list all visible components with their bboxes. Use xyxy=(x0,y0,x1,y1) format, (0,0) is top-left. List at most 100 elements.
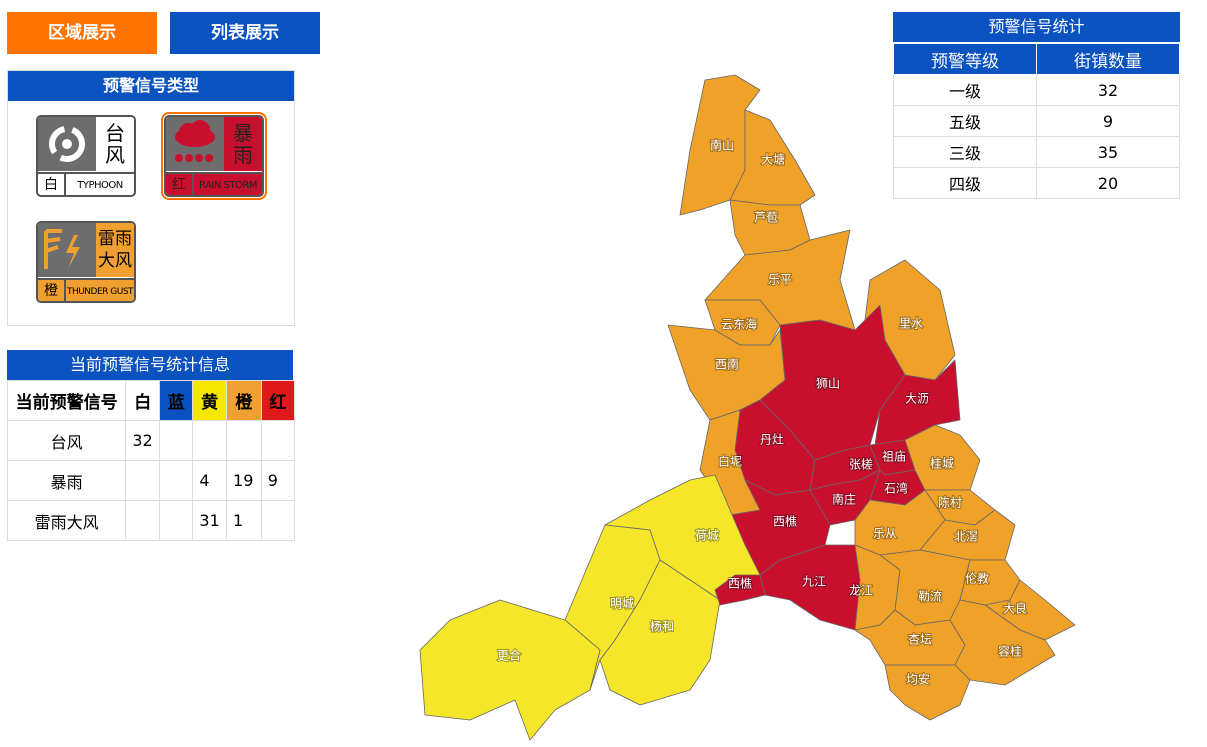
region-label: 石湾 xyxy=(884,481,908,496)
header-cell: 橙 xyxy=(226,380,262,421)
region-label: 芦苞 xyxy=(754,211,778,225)
region-label: 云东海 xyxy=(721,317,757,332)
cell xyxy=(125,460,161,501)
icon-title: 雷雨大风 xyxy=(98,229,132,271)
cell xyxy=(159,420,194,461)
region-label: 张槎 xyxy=(849,457,873,472)
cell xyxy=(192,420,228,461)
cell: 五级 xyxy=(893,105,1037,137)
cell: 台风 xyxy=(6,420,127,461)
tab[interactable]: 区域展示 xyxy=(7,12,157,54)
map-region[interactable] xyxy=(599,559,721,706)
icon-level: 红 xyxy=(166,174,194,195)
cell: 19 xyxy=(226,460,262,501)
level-stats-panel: 预警信号统计 预警等级 街镇数量 一级 32 五级 9 三级 35 四级 20 xyxy=(893,12,1180,199)
data-row: 五级 9 xyxy=(893,105,1180,137)
header-cell: 当前预警信号 xyxy=(6,380,127,421)
header-row: 当前预警信号白蓝黄橙红 xyxy=(6,380,296,421)
region-label: 大塘 xyxy=(761,152,785,167)
signal-icon[interactable]: 台风 白 TYPHOON xyxy=(36,115,136,197)
cell: 9 xyxy=(260,460,296,501)
region-label: 狮山 xyxy=(816,377,840,391)
cell: 35 xyxy=(1036,136,1180,168)
cell: 一级 xyxy=(893,74,1037,106)
cell xyxy=(260,420,296,461)
region-label: 明城 xyxy=(610,597,634,611)
icon-title: 台风 xyxy=(105,121,125,167)
region-label: 乐平 xyxy=(768,273,792,287)
region-label: 杏坛 xyxy=(908,633,932,647)
icon-title: 暴雨 xyxy=(233,121,253,167)
data-row: 雷雨大风 31 1 xyxy=(6,500,296,541)
header-row: 预警等级 街镇数量 xyxy=(893,43,1180,75)
cell: 暴雨 xyxy=(6,460,127,501)
region-label: 乐从 xyxy=(873,527,897,541)
signal-icon[interactable]: 暴雨 红 RAIN STORM xyxy=(161,112,267,200)
cell xyxy=(125,500,161,541)
map-region[interactable] xyxy=(949,599,1056,686)
icon-level: 橙 xyxy=(38,280,66,301)
map-region[interactable] xyxy=(884,664,971,721)
icon-english: THUNDER GUST xyxy=(66,286,134,297)
signal-icon[interactable]: 雷雨大风 橙 THUNDER GUST xyxy=(36,221,136,303)
panel-title: 预警信号统计 xyxy=(893,12,1180,43)
icon-english: RAIN STORM xyxy=(199,180,257,191)
cell: 4 xyxy=(192,460,228,501)
icon-image xyxy=(38,223,96,277)
region-label: 西樵 xyxy=(773,514,797,529)
data-row: 暴雨 4 19 9 xyxy=(6,460,296,501)
panel-title: 预警信号类型 xyxy=(8,71,294,101)
region-label: 大沥 xyxy=(905,392,929,406)
data-row: 一级 32 xyxy=(893,74,1180,106)
region-label: 北滘 xyxy=(954,530,978,544)
cell: 32 xyxy=(1036,74,1180,106)
region-label: 桂城 xyxy=(930,456,954,471)
region-label: 杨和 xyxy=(650,619,674,634)
panel-title: 当前预警信号统计信息 xyxy=(7,350,293,380)
region-label: 丹灶 xyxy=(760,433,784,447)
tab[interactable]: 列表展示 xyxy=(170,12,320,54)
cell: 9 xyxy=(1036,105,1180,137)
cell: 1 xyxy=(226,500,262,541)
region-label: 祖庙 xyxy=(882,449,906,464)
region-label: 大良 xyxy=(1003,601,1027,616)
map-region[interactable] xyxy=(809,469,881,526)
region-label: 勒流 xyxy=(918,590,942,604)
cell: 20 xyxy=(1036,167,1180,199)
current-stats-table: 当前预警信号白蓝黄橙红台风 32 暴雨 4 19 9 雷雨大风 31 1 xyxy=(6,380,296,541)
region-label: 九江 xyxy=(802,575,826,589)
icon-image xyxy=(166,117,224,171)
icon-level: 白 xyxy=(38,174,66,195)
level-stats-table: 预警等级 街镇数量 一级 32 五级 9 三级 35 四级 20 xyxy=(893,43,1180,199)
icon-image xyxy=(38,117,96,171)
header-cell: 街镇数量 xyxy=(1036,43,1180,75)
region-label: 均安 xyxy=(906,672,930,687)
header-cell: 预警等级 xyxy=(893,43,1037,75)
region-label: 龙江 xyxy=(849,584,873,598)
header-cell: 蓝 xyxy=(159,380,194,421)
map-region[interactable] xyxy=(419,599,601,741)
cell: 雷雨大风 xyxy=(6,500,127,541)
icon-english: TYPHOON xyxy=(77,180,123,191)
header-cell: 红 xyxy=(260,380,296,421)
region-label: 西南 xyxy=(715,357,739,372)
region-label: 西樵 xyxy=(728,576,752,591)
map-region[interactable] xyxy=(714,574,766,606)
cell xyxy=(226,420,262,461)
cell: 三级 xyxy=(893,136,1037,168)
cell xyxy=(260,500,296,541)
region-label: 陈村 xyxy=(938,495,962,510)
cell xyxy=(159,500,194,541)
cell: 32 xyxy=(125,420,161,461)
cell: 四级 xyxy=(893,167,1037,199)
header-cell: 白 xyxy=(125,380,161,421)
region-label: 容桂 xyxy=(998,644,1022,659)
region-label: 白坭 xyxy=(718,454,742,469)
region-label: 南山 xyxy=(710,138,734,153)
region-label: 伦教 xyxy=(965,571,989,586)
header-cell: 黄 xyxy=(192,380,228,421)
region-label: 荷城 xyxy=(695,529,719,543)
region-label: 南庄 xyxy=(832,492,856,507)
